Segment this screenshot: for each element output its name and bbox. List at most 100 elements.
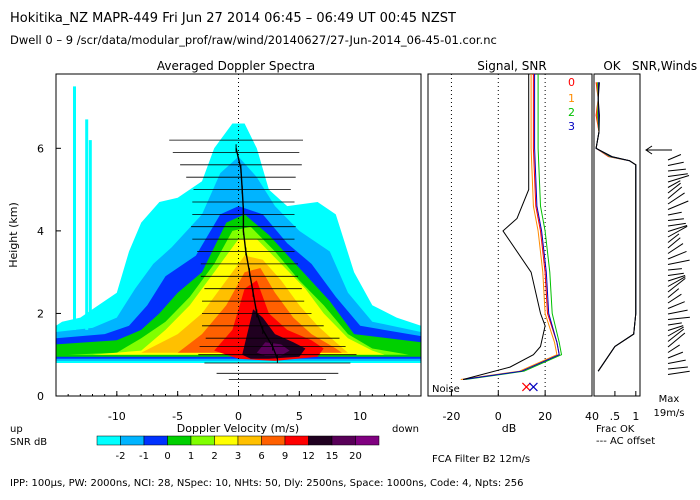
noise-marker-1 (529, 382, 538, 392)
spectra-xtick-label-3: 5 (296, 410, 303, 423)
colorbar-swatch-6 (237, 435, 262, 446)
colorbar-level-7: 9 (282, 451, 288, 462)
colorbar: -2 -1 0 1 2 3 6 9 12 15 20 (96, 435, 380, 462)
colorbar-swatch-4 (190, 435, 215, 446)
colorbar-swatch-1 (120, 435, 145, 446)
colorbar-level-1: -1 (139, 451, 149, 462)
spectra-panel: -10 -5 0 5 10 0 2 4 6 Doppler Velocity (m/s) Hei… (7, 73, 422, 435)
colorbar-swatch-2 (143, 435, 168, 446)
wind-barb-34 (667, 332, 686, 348)
ok-series-1 (595, 82, 637, 372)
ok-xtick-label-1: 1 (632, 410, 639, 423)
wind-barb-30 (667, 322, 682, 326)
noise-label: Noise (432, 384, 460, 395)
colorbar-swatch-3 (167, 435, 192, 446)
wind-arrow-top (645, 145, 672, 155)
colorbar-level-8: 12 (302, 451, 315, 462)
legend-1: 1 (568, 92, 575, 105)
signal-xtick-label-0: -20 (442, 410, 460, 423)
ok-title: OK (603, 59, 621, 73)
wind-barb-15 (667, 233, 680, 243)
ac-offset-note: --- AC offset (596, 436, 655, 447)
spectra-xlabel: Doppler Velocity (m/s) (177, 422, 299, 435)
wind-barb-28 (667, 309, 688, 315)
wind-barb-32 (667, 326, 684, 337)
signal-series-1 (460, 74, 558, 380)
wind-barb-8 (667, 192, 685, 205)
signal-frame (427, 73, 593, 397)
wind-barb-18 (667, 250, 687, 260)
legend-2: 2 (568, 106, 575, 119)
wind-barb-24 (667, 278, 686, 293)
signal-series-2 (465, 74, 563, 380)
spectra-ytick-label-1: 2 (37, 307, 44, 320)
colorbar-label: SNR dB (10, 437, 47, 448)
spectra-xtick-label-1: -5 (172, 410, 183, 423)
colorbar-level-0: -2 (116, 451, 126, 462)
wind-barb-38 (667, 366, 688, 370)
ok-xlabel: Frac OK (596, 424, 635, 435)
signal-xlabel: dB (502, 422, 517, 435)
ok-series-2 (595, 82, 637, 372)
winds-title: SNR,Winds (632, 59, 697, 73)
wind-barb-7 (667, 186, 683, 199)
colorbar-swatch-11 (355, 435, 380, 446)
spectra-ytick-label-3: 6 (37, 142, 44, 155)
wind-barb-12 (667, 222, 686, 227)
ok-series-3 (595, 82, 637, 372)
colorbar-swatch-10 (331, 435, 356, 446)
ok-series-4 (595, 82, 637, 372)
wind-barb-10 (667, 211, 682, 216)
signal-xtick-label-1: 0 (495, 410, 502, 423)
wind-barb-21 (667, 272, 684, 276)
footer-params: IPP: 100µs, PW: 2000ns, NCI: 28, NSpec: … (10, 478, 523, 489)
signal-xtick-label-2: 20 (538, 410, 552, 423)
legend-0: 0 (568, 76, 575, 89)
spectra-xtick-label-2: 0 (235, 410, 242, 423)
wind-barb-14 (667, 225, 688, 238)
wind-barb-39 (667, 370, 690, 375)
colorbar-swatch-7 (261, 435, 286, 446)
colorbar-swatch-5 (214, 435, 239, 446)
wind-barb-22 (667, 275, 686, 282)
winds-max-value: 19m/s (653, 408, 684, 419)
winds-max-label: Max (659, 394, 680, 405)
legend-3: 3 (568, 120, 575, 133)
signal-title: Signal, SNR (477, 59, 546, 73)
spectra-ylabel: Height (km) (7, 202, 20, 268)
wind-barb-31 (667, 325, 684, 331)
spectra-ytick-label-0: 0 (37, 390, 44, 403)
spectra-xtick-label-0: -10 (108, 410, 126, 423)
wind-barb-29 (667, 316, 690, 320)
wind-barb-3 (667, 173, 688, 177)
wind-barb-0 (667, 154, 682, 161)
wind-barb-35 (667, 344, 680, 353)
filter-label: FCA Filter B2 12m/s (432, 454, 530, 465)
spectra-xtick-label-4: 10 (353, 410, 367, 423)
colorbar-up: up (10, 424, 23, 435)
ok-series-0 (595, 82, 637, 372)
wind-barb-23 (667, 276, 686, 287)
wind-barb-36 (667, 351, 684, 359)
ok-frame (593, 73, 641, 397)
colorbar-level-9: 15 (326, 451, 339, 462)
wind-barb-26 (667, 293, 682, 304)
colorbar-level-4: 2 (211, 451, 217, 462)
header-title: Hokitika_NZ MAPR-449 Fri Jun 27 2014 06:… (10, 11, 456, 26)
header-subtitle: Dwell 0 – 9 /scr/data/modular_prof/raw/w… (10, 33, 497, 47)
noise-marker-0 (521, 382, 531, 392)
wind-barb-25 (667, 288, 680, 298)
wind-barb-16 (667, 237, 681, 249)
wind-barb-5 (667, 180, 681, 188)
spectra-title: Averaged Doppler Spectra (157, 59, 315, 73)
spectra-ytick-label-2: 4 (37, 225, 44, 238)
wind-barb-37 (667, 359, 686, 364)
colorbar-level-2: 0 (164, 451, 170, 462)
colorbar-level-10: 20 (349, 451, 362, 462)
signal-series-3 (463, 74, 560, 380)
colorbar-level-3: 1 (188, 451, 194, 462)
colorbar-level-5: 3 (235, 451, 241, 462)
wind-barb-11 (667, 218, 684, 221)
wind-barb-17 (667, 243, 684, 254)
